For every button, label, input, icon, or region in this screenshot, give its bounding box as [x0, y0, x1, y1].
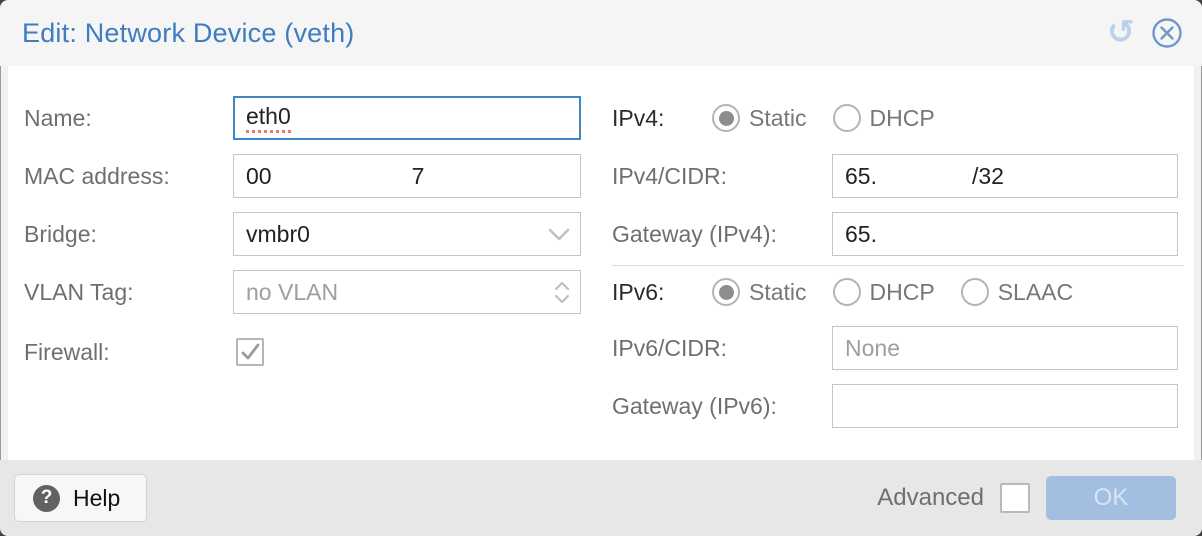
help-button-label: Help: [73, 484, 121, 511]
ipv6-mode-label: IPv6:: [612, 278, 665, 305]
radio-selected-icon: [712, 278, 740, 306]
dialog-title: Edit: Network Device (veth): [22, 17, 355, 48]
ipv4-cidr-label: IPv4/CIDR:: [612, 162, 728, 189]
advanced-checkbox[interactable]: [1000, 483, 1030, 513]
ipv4-cidr-value-left: 65.: [845, 162, 877, 189]
bridge-value: vmbr0: [246, 220, 310, 247]
ok-button[interactable]: OK: [1046, 476, 1176, 520]
name-input[interactable]: eth0: [233, 96, 581, 140]
ipv6-mode-radiogroup: Static DHCP SLAAC: [712, 270, 1099, 314]
ipv4-cidr-value-right: /32: [971, 162, 1004, 189]
ipv6-cidr-label: IPv6/CIDR:: [612, 334, 728, 361]
bridge-combobox[interactable]: vmbr0: [233, 212, 581, 256]
bridge-label: Bridge:: [24, 220, 97, 247]
reset-icon[interactable]: ↺: [1107, 12, 1135, 50]
ipv4-mode-radiogroup: Static DHCP: [712, 96, 961, 140]
ipv6-dhcp-radio[interactable]: DHCP: [832, 278, 935, 306]
name-value: eth0: [246, 103, 291, 133]
radio-unselected-icon: [832, 278, 861, 306]
vlan-placeholder: no VLAN: [246, 278, 339, 305]
mac-input[interactable]: 00 7: [233, 154, 581, 198]
spinner-up-down-icon[interactable]: [554, 271, 570, 313]
section-divider: [612, 265, 1184, 266]
vlan-spinner[interactable]: no VLAN: [233, 270, 581, 314]
radio-selected-icon: [712, 104, 740, 132]
gateway-ipv4-input[interactable]: 65.: [832, 212, 1178, 256]
advanced-label: Advanced: [877, 484, 984, 511]
radio-unselected-icon: [960, 278, 989, 306]
question-mark-icon: ?: [33, 484, 60, 512]
gateway-ipv4-label: Gateway (IPv4):: [612, 220, 777, 247]
ipv4-static-radio[interactable]: Static: [712, 104, 807, 132]
help-button[interactable]: ? Help: [14, 474, 148, 522]
firewall-label: Firewall:: [24, 338, 110, 365]
close-icon[interactable]: [1150, 16, 1184, 50]
dialog-titlebar: Edit: Network Device (veth) ↺: [0, 0, 1202, 66]
gateway-ipv6-input[interactable]: [832, 384, 1178, 428]
gateway-ipv6-label: Gateway (IPv6):: [612, 392, 777, 419]
ipv6-slaac-radio[interactable]: SLAAC: [960, 278, 1073, 306]
mac-value-right: 7: [411, 162, 425, 189]
ipv4-dhcp-radio[interactable]: DHCP: [832, 104, 935, 132]
titlebar-tools: ↺: [1104, 0, 1184, 66]
gateway-ipv4-value: 65.: [845, 220, 877, 247]
ipv6-cidr-input[interactable]: None: [832, 326, 1178, 370]
ipv6-cidr-placeholder: None: [845, 334, 900, 361]
form-panel: Name: eth0 MAC address: 00 7 Bridge: vmb…: [8, 66, 1194, 460]
mac-value-left: 00: [246, 162, 272, 189]
mac-label: MAC address:: [24, 162, 170, 189]
checkmark-icon: [241, 343, 260, 360]
firewall-checkbox[interactable]: [236, 338, 264, 366]
ipv4-cidr-input[interactable]: 65. /32: [832, 154, 1178, 198]
ipv4-mode-label: IPv4:: [612, 104, 665, 131]
name-label: Name:: [24, 104, 92, 131]
dialog-footer: ? Help Advanced OK: [0, 460, 1202, 536]
radio-unselected-icon: [832, 104, 861, 132]
vlan-label: VLAN Tag:: [24, 278, 134, 305]
ipv6-static-radio[interactable]: Static: [712, 278, 807, 306]
chevron-down-icon[interactable]: [548, 213, 570, 255]
